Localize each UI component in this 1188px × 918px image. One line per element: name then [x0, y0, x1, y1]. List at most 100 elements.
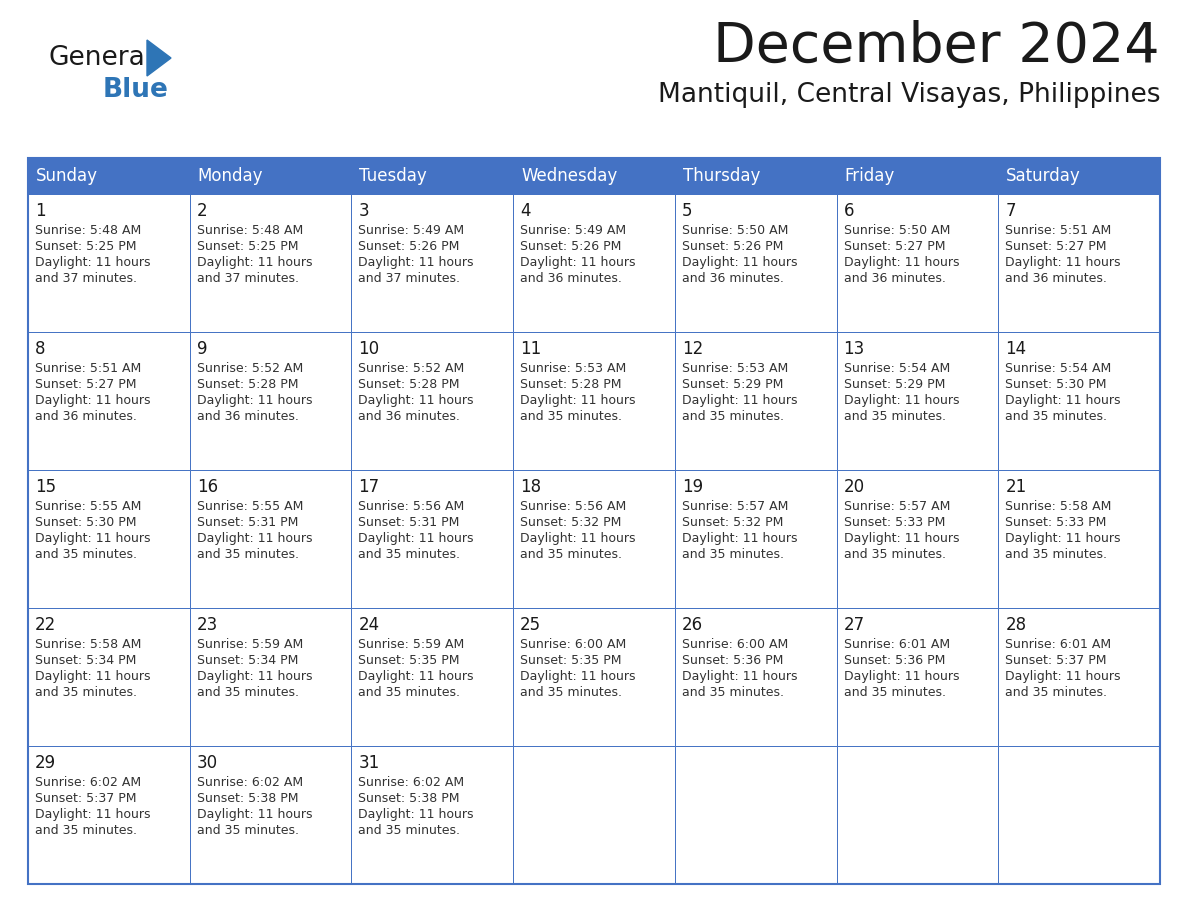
Bar: [998, 470, 1159, 608]
Bar: [836, 608, 998, 746]
Text: and 35 minutes.: and 35 minutes.: [197, 548, 298, 561]
Text: Sunset: 5:25 PM: Sunset: 5:25 PM: [34, 240, 137, 253]
Text: Sunset: 5:37 PM: Sunset: 5:37 PM: [1005, 654, 1107, 667]
Text: Sunrise: 5:49 AM: Sunrise: 5:49 AM: [520, 224, 626, 237]
Text: 17: 17: [359, 478, 379, 496]
Text: 4: 4: [520, 202, 531, 220]
Bar: [190, 470, 352, 608]
Text: and 35 minutes.: and 35 minutes.: [843, 686, 946, 699]
Text: 8: 8: [34, 340, 45, 358]
Bar: [352, 332, 513, 470]
Text: and 36 minutes.: and 36 minutes.: [520, 272, 623, 285]
Text: 22: 22: [34, 616, 56, 634]
Polygon shape: [147, 40, 171, 76]
Text: Blue: Blue: [103, 77, 169, 103]
Text: Sunset: 5:30 PM: Sunset: 5:30 PM: [34, 516, 137, 529]
Text: Sunrise: 6:00 AM: Sunrise: 6:00 AM: [520, 638, 626, 651]
Text: 18: 18: [520, 478, 542, 496]
Text: Daylight: 11 hours: Daylight: 11 hours: [520, 532, 636, 545]
Bar: [836, 194, 998, 332]
Text: 19: 19: [682, 478, 703, 496]
Text: Sunrise: 5:51 AM: Sunrise: 5:51 AM: [1005, 224, 1112, 237]
Text: Daylight: 11 hours: Daylight: 11 hours: [197, 808, 312, 821]
Text: Daylight: 11 hours: Daylight: 11 hours: [520, 256, 636, 269]
Text: and 35 minutes.: and 35 minutes.: [1005, 410, 1107, 423]
Text: Sunset: 5:28 PM: Sunset: 5:28 PM: [359, 378, 460, 391]
Text: Sunrise: 5:50 AM: Sunrise: 5:50 AM: [682, 224, 788, 237]
Text: and 35 minutes.: and 35 minutes.: [34, 824, 137, 837]
Bar: [675, 194, 836, 332]
Text: 23: 23: [197, 616, 217, 634]
Text: and 35 minutes.: and 35 minutes.: [1005, 686, 1107, 699]
Text: Sunset: 5:33 PM: Sunset: 5:33 PM: [843, 516, 944, 529]
Text: Sunset: 5:30 PM: Sunset: 5:30 PM: [1005, 378, 1107, 391]
Bar: [190, 194, 352, 332]
Bar: [675, 470, 836, 608]
Text: Sunset: 5:35 PM: Sunset: 5:35 PM: [520, 654, 621, 667]
Text: Sunrise: 6:02 AM: Sunrise: 6:02 AM: [197, 776, 303, 789]
Bar: [29, 608, 190, 746]
Text: and 35 minutes.: and 35 minutes.: [520, 548, 623, 561]
Text: Sunset: 5:31 PM: Sunset: 5:31 PM: [197, 516, 298, 529]
Bar: [513, 194, 675, 332]
Text: Daylight: 11 hours: Daylight: 11 hours: [682, 394, 797, 407]
Text: Sunset: 5:26 PM: Sunset: 5:26 PM: [682, 240, 783, 253]
Bar: [29, 158, 1159, 194]
Text: Sunrise: 5:56 AM: Sunrise: 5:56 AM: [359, 500, 465, 513]
Text: Sunset: 5:35 PM: Sunset: 5:35 PM: [359, 654, 460, 667]
Text: December 2024: December 2024: [713, 20, 1159, 74]
Text: Sunset: 5:33 PM: Sunset: 5:33 PM: [1005, 516, 1107, 529]
Text: Sunset: 5:37 PM: Sunset: 5:37 PM: [34, 792, 137, 805]
Text: 27: 27: [843, 616, 865, 634]
Text: and 35 minutes.: and 35 minutes.: [682, 548, 784, 561]
Text: Sunrise: 5:50 AM: Sunrise: 5:50 AM: [843, 224, 950, 237]
Bar: [352, 608, 513, 746]
Bar: [29, 158, 1159, 884]
Text: Sunset: 5:34 PM: Sunset: 5:34 PM: [197, 654, 298, 667]
Text: and 36 minutes.: and 36 minutes.: [1005, 272, 1107, 285]
Text: Sunset: 5:28 PM: Sunset: 5:28 PM: [520, 378, 621, 391]
Text: Sunset: 5:31 PM: Sunset: 5:31 PM: [359, 516, 460, 529]
Text: Daylight: 11 hours: Daylight: 11 hours: [1005, 394, 1120, 407]
Text: Daylight: 11 hours: Daylight: 11 hours: [197, 394, 312, 407]
Text: Monday: Monday: [197, 167, 264, 185]
Text: 25: 25: [520, 616, 542, 634]
Text: Sunset: 5:32 PM: Sunset: 5:32 PM: [682, 516, 783, 529]
Text: Wednesday: Wednesday: [522, 167, 618, 185]
Text: 31: 31: [359, 754, 380, 772]
Text: and 35 minutes.: and 35 minutes.: [843, 548, 946, 561]
Text: Sunset: 5:27 PM: Sunset: 5:27 PM: [1005, 240, 1107, 253]
Text: Daylight: 11 hours: Daylight: 11 hours: [520, 670, 636, 683]
Text: Daylight: 11 hours: Daylight: 11 hours: [359, 394, 474, 407]
Text: Sunrise: 5:51 AM: Sunrise: 5:51 AM: [34, 362, 141, 375]
Text: Daylight: 11 hours: Daylight: 11 hours: [197, 532, 312, 545]
Text: Sunrise: 6:01 AM: Sunrise: 6:01 AM: [1005, 638, 1112, 651]
Text: 9: 9: [197, 340, 207, 358]
Bar: [998, 746, 1159, 884]
Text: and 37 minutes.: and 37 minutes.: [359, 272, 461, 285]
Text: and 35 minutes.: and 35 minutes.: [34, 548, 137, 561]
Text: and 36 minutes.: and 36 minutes.: [682, 272, 784, 285]
Bar: [675, 746, 836, 884]
Text: Sunrise: 5:53 AM: Sunrise: 5:53 AM: [682, 362, 788, 375]
Text: and 35 minutes.: and 35 minutes.: [682, 410, 784, 423]
Bar: [352, 470, 513, 608]
Text: and 35 minutes.: and 35 minutes.: [520, 686, 623, 699]
Text: Sunrise: 6:02 AM: Sunrise: 6:02 AM: [359, 776, 465, 789]
Text: 30: 30: [197, 754, 217, 772]
Text: Saturday: Saturday: [1006, 167, 1081, 185]
Text: 6: 6: [843, 202, 854, 220]
Text: Daylight: 11 hours: Daylight: 11 hours: [34, 808, 151, 821]
Text: and 35 minutes.: and 35 minutes.: [359, 548, 461, 561]
Text: 26: 26: [682, 616, 703, 634]
Text: Sunrise: 5:54 AM: Sunrise: 5:54 AM: [843, 362, 950, 375]
Text: 1: 1: [34, 202, 45, 220]
Text: and 35 minutes.: and 35 minutes.: [682, 686, 784, 699]
Text: Sunrise: 5:58 AM: Sunrise: 5:58 AM: [34, 638, 141, 651]
Text: Sunrise: 6:02 AM: Sunrise: 6:02 AM: [34, 776, 141, 789]
Text: Daylight: 11 hours: Daylight: 11 hours: [1005, 256, 1120, 269]
Text: 21: 21: [1005, 478, 1026, 496]
Text: Sunrise: 6:01 AM: Sunrise: 6:01 AM: [843, 638, 949, 651]
Text: 5: 5: [682, 202, 693, 220]
Text: Sunday: Sunday: [36, 167, 97, 185]
